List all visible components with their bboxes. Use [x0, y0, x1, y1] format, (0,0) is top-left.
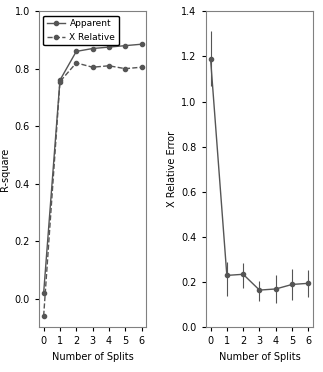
X Relative [107, 64, 111, 68]
Apparent [123, 44, 127, 48]
X Relative [42, 314, 46, 318]
Y-axis label: X Relative Error: X Relative Error [167, 131, 177, 207]
Line: X Relative: X Relative [42, 61, 144, 318]
X Relative [91, 65, 95, 70]
Apparent [140, 42, 143, 46]
X-axis label: Number of Splits: Number of Splits [219, 352, 300, 362]
Apparent [91, 46, 95, 51]
Apparent [58, 78, 62, 82]
Legend: Apparent, X Relative: Apparent, X Relative [43, 16, 119, 45]
Line: Apparent: Apparent [42, 42, 144, 295]
X-axis label: Number of Splits: Number of Splits [52, 352, 133, 362]
Apparent [107, 45, 111, 49]
X Relative [140, 65, 143, 70]
Apparent [74, 49, 78, 54]
Y-axis label: R-square: R-square [0, 148, 10, 191]
X Relative [74, 61, 78, 65]
Apparent [42, 291, 46, 295]
X Relative [58, 79, 62, 84]
X Relative [123, 67, 127, 71]
